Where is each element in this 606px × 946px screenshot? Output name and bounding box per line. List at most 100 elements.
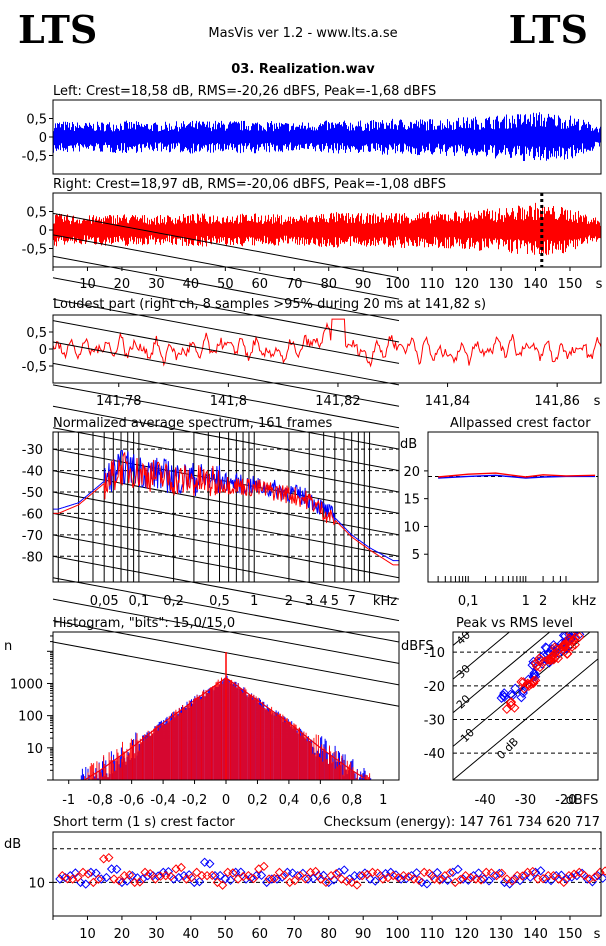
- x-tick-label: 2: [539, 594, 547, 609]
- x-tick-label: 110: [420, 277, 445, 292]
- crest-left-point: [453, 864, 463, 875]
- pvr-right-point: [557, 641, 568, 652]
- x-tick-label: 5: [331, 594, 339, 609]
- spectrum-left-trace: [53, 449, 399, 562]
- slope-gridline: [52, 212, 400, 279]
- x-unit-label: s: [594, 394, 601, 409]
- pvr-left-point: [529, 668, 540, 679]
- slope-gridline: [52, 234, 400, 300]
- crest-left-point: [184, 870, 194, 880]
- crest-left-point: [81, 879, 91, 889]
- pvr-right-point: [570, 639, 581, 650]
- panel-title: Loudest part (right ch, 8 samples >95% d…: [53, 297, 486, 312]
- x-tick-label: 130: [489, 927, 514, 942]
- crest-right-point: [543, 871, 553, 881]
- x-tick-label: 0: [222, 793, 230, 808]
- y-tick-label: 100: [18, 710, 43, 725]
- x-tick-label: 120: [454, 277, 479, 292]
- y-unit-label: dBFS: [401, 639, 434, 654]
- crest-left-point: [339, 865, 349, 875]
- x-tick-label: 0,5: [209, 594, 230, 609]
- y-tick-label: -0,5: [22, 360, 47, 375]
- crest-left-point: [148, 871, 158, 881]
- crest-right-point: [491, 871, 502, 881]
- crest-right-point: [533, 874, 543, 884]
- crest-left-point: [210, 871, 220, 881]
- crest-right-point: [538, 873, 548, 884]
- panel-title: Left: Crest=18,58 dB, RMS=-20,26 dBFS, P…: [53, 84, 436, 99]
- crest-right-point: [460, 871, 471, 881]
- y-tick-label: -30: [22, 443, 43, 458]
- crest-left-point: [101, 872, 112, 883]
- crest-right-point: [192, 867, 202, 877]
- x-unit-label: s: [594, 927, 601, 942]
- pvr-left-point: [518, 685, 528, 696]
- x-unit-label: kHz: [373, 594, 397, 609]
- x-tick-label: 90: [355, 277, 372, 292]
- x-tick-label: -40: [475, 793, 496, 808]
- crest-right-point: [93, 874, 104, 884]
- x-tick-label: 90: [355, 927, 372, 942]
- x-tick-label: -0,2: [182, 793, 207, 808]
- pvr-right-point: [518, 677, 529, 687]
- pvr-right-point: [559, 641, 570, 652]
- x-tick-label: -0,8: [87, 793, 112, 808]
- crest-right-point: [372, 868, 383, 878]
- slope-gridline: [52, 277, 400, 343]
- y-tick-label: 5: [412, 548, 420, 563]
- x-tick-label: 60: [252, 927, 269, 942]
- y-tick-label: 0,5: [26, 326, 47, 341]
- crest-right-point: [197, 870, 207, 881]
- y-unit-label: dB: [400, 437, 417, 452]
- x-tick-label: 141,78: [96, 394, 142, 409]
- logo-right: LTS: [508, 7, 588, 52]
- crest-left-point: [251, 871, 262, 881]
- x-tick-label: 0,6: [310, 793, 331, 808]
- crest-left-point: [318, 870, 329, 880]
- crest-right-point: [135, 877, 145, 887]
- crest-right-point: [248, 873, 259, 884]
- x-tick-label: 1: [250, 594, 258, 609]
- x-tick-label: 140: [523, 277, 548, 292]
- crest-right-point: [559, 877, 569, 888]
- crest-left-point: [153, 871, 163, 881]
- y-tick-label: 0: [39, 131, 47, 146]
- x-tick-label: 10: [79, 927, 96, 942]
- x-tick-label: 120: [454, 927, 479, 942]
- crest-right-point: [279, 870, 290, 880]
- pvr-right-point: [522, 680, 533, 690]
- crest-left-point: [551, 871, 561, 881]
- x-tick-label: 0,1: [458, 594, 479, 609]
- crest-left-point: [494, 868, 504, 879]
- crest-left-point: [112, 864, 122, 874]
- x-tick-label: 0,2: [163, 594, 184, 609]
- slope-gridline: [52, 320, 400, 386]
- y-tick-label: -10: [424, 646, 445, 661]
- crest-left-point: [370, 876, 380, 886]
- y-unit-label: n: [4, 639, 12, 654]
- panel-title: Histogram, "bits": 15,0/15,0: [53, 616, 235, 631]
- crest-left-point: [236, 867, 246, 877]
- crest-left-point: [484, 876, 494, 886]
- crest-right-point: [207, 870, 217, 881]
- crest-right-point: [512, 871, 522, 881]
- crest-left-point: [329, 875, 339, 885]
- x-tick-label: 80: [320, 927, 337, 942]
- x-tick-label: 100: [385, 927, 410, 942]
- pvr-left-point: [544, 647, 555, 658]
- crest-right-point: [114, 876, 124, 886]
- x-tick-label: 30: [148, 927, 165, 942]
- crest-right-point: [497, 868, 507, 878]
- crest-right-point: [321, 877, 331, 887]
- crest-left-point: [587, 877, 598, 887]
- crest-left-point: [489, 871, 499, 881]
- y-tick-label: 20: [403, 465, 420, 480]
- histogram-right-bars: [84, 676, 371, 780]
- crest-right-point: [517, 871, 528, 881]
- mask: [0, 429, 53, 585]
- pvr-left-point: [518, 688, 528, 698]
- y-tick-label: -40: [424, 747, 445, 762]
- plot-frame: [452, 631, 599, 781]
- crest-right-point: [217, 880, 228, 890]
- x-tick-label: 4: [320, 594, 328, 609]
